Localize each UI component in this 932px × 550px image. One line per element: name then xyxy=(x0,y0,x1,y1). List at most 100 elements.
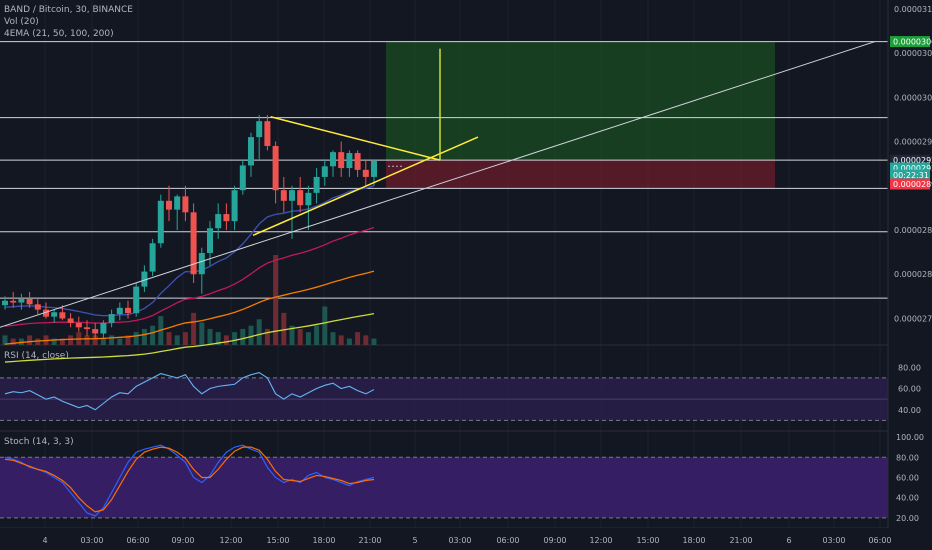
rsi-tick-label: 80.00 xyxy=(898,363,921,372)
time-tick-label: 09:00 xyxy=(171,536,194,545)
candle-body xyxy=(207,228,213,253)
candle-body xyxy=(34,304,41,310)
candle xyxy=(92,322,99,338)
candle-body xyxy=(141,271,148,287)
volume-bar xyxy=(68,335,74,345)
volume-bar xyxy=(51,338,57,345)
symbol-legend[interactable]: BAND / Bitcoin, 30, BINANCE xyxy=(4,5,133,15)
candle xyxy=(141,265,148,292)
time-tick-label: 03:00 xyxy=(80,536,103,545)
time-tick-label: 12:00 xyxy=(219,536,242,545)
stoch-title: Stoch (14, 3, 3) xyxy=(4,437,74,447)
candle xyxy=(10,291,17,308)
candle-body xyxy=(157,200,164,244)
rsi-tick-label: 40.00 xyxy=(898,406,921,415)
time-tick-label: 18:00 xyxy=(682,536,705,545)
volume-legend[interactable]: Vol (20) xyxy=(4,17,39,27)
volume-bar xyxy=(314,325,320,345)
candle-body xyxy=(297,190,304,206)
price-tick-label: 0.00002850 xyxy=(894,226,932,235)
candle-body xyxy=(330,152,336,167)
price-tag-bg xyxy=(890,154,930,166)
candle-body xyxy=(166,200,172,210)
volume-bar xyxy=(133,332,139,345)
candle xyxy=(354,150,361,177)
candle-body xyxy=(133,286,140,314)
price-tick-label: 0.00003100 xyxy=(894,5,932,14)
volume-bar xyxy=(59,338,65,345)
candle-body xyxy=(239,165,246,191)
candle xyxy=(108,309,115,328)
candle xyxy=(305,185,312,230)
candle xyxy=(84,320,90,337)
price-tag-bg xyxy=(890,162,930,174)
volume-bar xyxy=(166,332,172,345)
candle-body xyxy=(26,299,33,305)
candle xyxy=(346,150,353,177)
volume-bar xyxy=(84,335,90,345)
time-tick-label: 5 xyxy=(412,536,417,545)
candle-body xyxy=(313,176,320,193)
candle xyxy=(100,320,107,338)
candle xyxy=(272,141,279,204)
volume-bar xyxy=(363,335,369,345)
candle-body xyxy=(223,214,230,222)
price-tag-label: 0.00002897 xyxy=(893,180,932,189)
price-tick-label: 0.00003000 xyxy=(894,93,932,102)
candle-body xyxy=(92,329,99,334)
ema-200-line xyxy=(4,312,375,363)
volume-bar xyxy=(215,332,221,345)
stoch-tick-label: 20.00 xyxy=(896,514,919,523)
volume-bar xyxy=(322,306,328,345)
candle-body xyxy=(346,153,353,169)
candle xyxy=(2,296,8,310)
candle xyxy=(18,293,25,310)
candle-body xyxy=(10,300,17,303)
time-tick-label: 21:00 xyxy=(729,536,752,545)
candle xyxy=(174,194,181,230)
candle-body xyxy=(190,212,197,275)
volume-bar xyxy=(100,338,106,345)
time-tick-label: 4 xyxy=(42,536,47,545)
time-tick-label: 06:00 xyxy=(496,536,519,545)
time-tick-label: 15:00 xyxy=(266,536,289,545)
triangle-upper-line xyxy=(270,116,441,161)
time-tick-label: 06:00 xyxy=(126,536,149,545)
candle xyxy=(133,283,140,317)
volume-bar xyxy=(264,328,270,345)
candle xyxy=(125,300,131,319)
candle-body xyxy=(182,196,189,213)
volume-bar xyxy=(346,338,352,345)
volume-bar xyxy=(2,335,8,345)
volume-bar xyxy=(330,332,336,345)
price-axis-bg xyxy=(888,0,932,550)
candle-body xyxy=(248,137,254,166)
candle xyxy=(182,185,189,222)
ema-legend[interactable]: 4EMA (21, 50, 100, 200) xyxy=(4,29,114,39)
candle xyxy=(231,185,238,230)
candle xyxy=(75,316,82,332)
candle xyxy=(43,302,49,319)
rsi-title: RSI (14, close) xyxy=(4,351,69,361)
volume-bar xyxy=(141,328,147,345)
volume-bar xyxy=(297,328,303,345)
candle-body xyxy=(280,190,287,201)
price-tick-label: 0.00003050 xyxy=(894,49,932,58)
volume-bar xyxy=(281,312,287,345)
candle xyxy=(297,176,304,213)
price-tag-label: 0.00002929 xyxy=(893,156,932,165)
stoch-tick-label: 60.00 xyxy=(896,473,919,482)
candle xyxy=(289,185,295,239)
volume-bar xyxy=(232,332,238,345)
candle-body xyxy=(108,314,115,323)
time-tick-label: 21:00 xyxy=(358,536,381,545)
candle-body xyxy=(43,309,49,317)
volume-bar xyxy=(117,338,123,345)
stoch-k-line xyxy=(4,444,375,517)
volume-bar xyxy=(182,332,188,345)
candle xyxy=(256,115,263,160)
volume-bar xyxy=(109,335,115,345)
candle-body xyxy=(2,300,8,306)
candle xyxy=(338,141,345,177)
